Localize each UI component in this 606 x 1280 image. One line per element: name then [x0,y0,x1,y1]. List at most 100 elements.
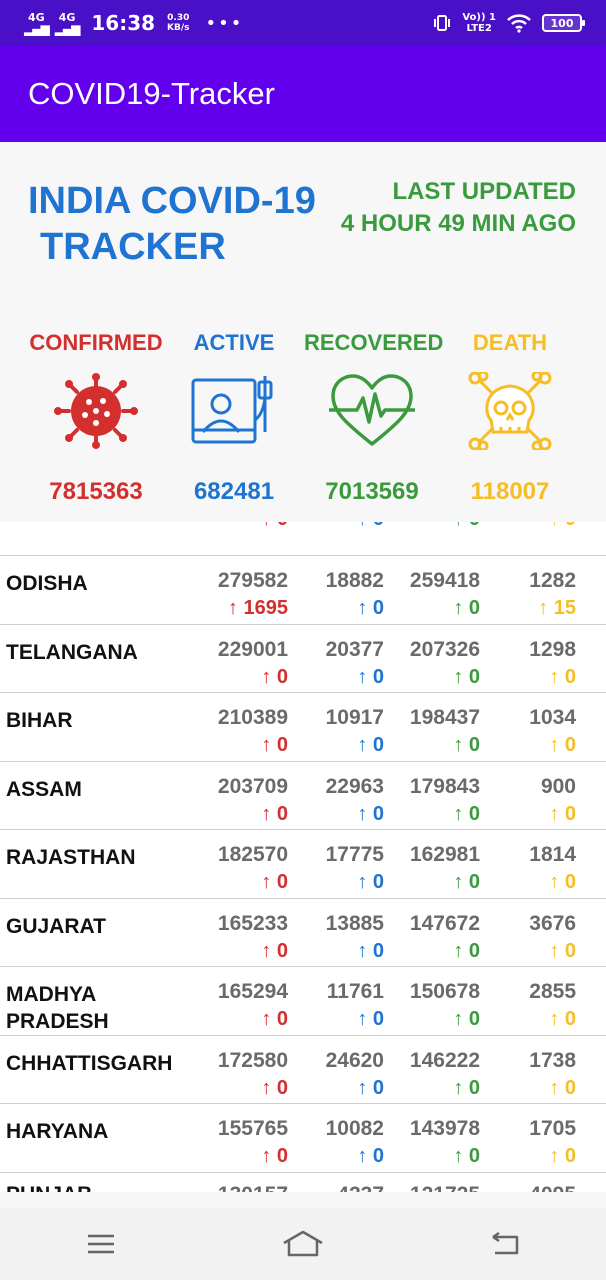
table-row-partial: ↑ 0 ↑ 0 ↑ 0 ↑ 0 [0,522,606,556]
cell-recovered: 207326 [409,637,480,661]
cell-deaths: 1738 [529,1048,576,1072]
state-name: CHHATTISGARH [6,1051,173,1075]
signal-label-1: 4G [28,10,45,24]
table-row[interactable]: ASSAM 203709 ↑ 0 22963 ↑ 0 179843 ↑ 0 900 ↑ 0 [0,762,606,830]
delta-active: ↑ 0 [357,1076,384,1099]
signal-icon-2: 4G ▂▄▆ [54,10,81,36]
cell-active: 18882 [325,569,384,592]
hospital-bed-icon [191,376,273,444]
state-name: BIHAR [6,709,73,732]
delta-active: ↑ 0 [357,522,384,531]
cell-active: 22963 [325,774,384,798]
table-row[interactable]: RAJASTHAN 182570 ↑ 0 17775 ↑ 0 162981 ↑ 0 1814 ↑… [0,830,606,899]
delta-confirmed: ↑ 0 [261,734,288,756]
delta-deaths: ↑ 0 [549,871,576,893]
col-recovered: 259418 ↑ 0 [410,568,480,623]
col-deaths: 1705 ↑ 0 [529,1116,576,1171]
delta-recovered: ↑ 0 [453,802,480,825]
col-recovered: 143978 ↑ 0 [410,1116,480,1171]
menu-icon [88,1234,114,1254]
delta-confirmed: ↑ 0 [261,871,288,893]
state-name: GUJARAT [6,914,106,938]
cell-recovered: 162981 [409,843,480,866]
delta-deaths: ↑ 0 [549,939,576,962]
col-active: 24620 ↑ 0 [326,1048,384,1103]
home-button[interactable] [273,1219,333,1269]
delta-deaths: ↑ 0 [549,1076,576,1099]
delta-active: ↑ 0 [357,665,384,688]
col-active: 20377 ↑ 0 [326,637,384,692]
col-deaths: 2855 ↑ 0 [529,979,576,1034]
stat-death-label: DEATH [472,330,548,355]
cell-confirmed: 165294 [217,980,288,1003]
state-list[interactable]: ↑ 0 ↑ 0 ↑ 0 ↑ 0 ODISHA 279582 ↑ 1695 18882 ↑… [0,522,606,1192]
col-recovered: 207326 ↑ 0 [410,637,480,692]
stat-active-label: ACTIVE [193,330,275,355]
delta-active: ↑ 0 [357,802,384,825]
table-row[interactable]: GUJARAT 165233 ↑ 0 13885 ↑ 0 147672 ↑ 0 3676 ↑ 0 [0,899,606,967]
status-bar: 4G ▂▄▆ 4G ▂▄▆ 16:38 0.30 KB/s ••• Vo)) 1 LTE… [0,0,606,46]
table-row[interactable]: ODISHA 279582 ↑ 1695 18882 ↑ 0 259418 ↑ 0 1282 ↑… [0,556,606,625]
summary-header: INDIA COVID-19 TRACKER LAST UPDATED 4 HO… [0,142,606,522]
cell-recovered: 150678 [409,980,480,1003]
delta-confirmed: ↑ 0 [261,1145,288,1167]
stat-recovered-label: RECOVERED [304,330,444,355]
delta-recovered: ↑ 0 [453,597,480,619]
cell-confirmed: 172580 [217,1048,288,1072]
delta-recovered: ↑ 0 [453,1008,480,1030]
delta-active: ↑ 0 [357,1008,384,1030]
col-active: 18882 ↑ 0 [326,568,384,623]
col-recovered: 147672 ↑ 0 [410,911,480,966]
col-active: 10082 ↑ 0 [326,1116,384,1171]
delta-confirmed: ↑ 0 [261,939,288,962]
delta-active: ↑ 0 [357,1145,384,1167]
cell-confirmed: 279582 [217,569,288,592]
table-row[interactable]: MADHYA PRADESH 165294 ↑ 0 11761 ↑ 0 150678 ↑ 0… [0,967,606,1036]
col-active: 22963 ↑ 0 [326,774,384,829]
cell-deaths: 1705 [529,1117,576,1140]
delta-deaths: ↑ 0 [549,734,576,756]
col-deaths: 1034 ↑ 0 [529,705,576,760]
back-button[interactable] [475,1219,535,1269]
cell-confirmed: 130157 [218,1183,288,1193]
state-name: ODISHA [6,572,88,595]
stat-death-value: 118007 [470,478,550,505]
cell-recovered: 147672 [409,911,480,935]
volte-label: Vo)) 1 [462,12,496,23]
cell-deaths: 1298 [529,637,576,661]
delta-recovered: ↑ 0 [453,665,480,688]
cell-confirmed: 210389 [217,706,288,729]
cell-active: 20377 [325,637,384,661]
cell-deaths: 2855 [529,980,576,1003]
speed-unit: KB/s [167,23,190,33]
cell-active: 24620 [325,1048,384,1072]
delta-deaths: ↑ 0 [549,522,576,531]
col-confirmed: 279582 ↑ 1695 [218,568,288,623]
page-title: INDIA COVID-19 TRACKER [28,178,338,270]
state-name: RAJASTHAN [6,846,136,869]
state-name: TELANGANA [6,640,138,664]
cell-deaths: 1814 [529,843,576,866]
cell-confirmed: 165233 [217,911,288,935]
lte-indicator: Vo)) 1 LTE2 [462,12,496,34]
cell-recovered: 143978 [409,1117,480,1140]
table-row[interactable]: HARYANA 155765 ↑ 0 10082 ↑ 0 143978 ↑ 0 1705 ↑ 0 [0,1104,606,1173]
delta-confirmed: ↑ 0 [261,522,288,531]
table-row[interactable]: CHHATTISGARH 172580 ↑ 0 24620 ↑ 0 146222 ↑ 0 17… [0,1036,606,1104]
delta-recovered: ↑ 0 [453,939,480,962]
speed-value: 0.30 [167,13,190,23]
col-deaths: 1738 ↑ 0 [529,1048,576,1103]
col-confirmed: 172580 ↑ 0 [218,1048,288,1103]
stat-recovered: RECOVERED 7013569 [304,330,444,506]
stat-active: ACTIVE 682481 [186,330,282,506]
app-bar: COVID19-Tracker [0,46,606,142]
battery-icon: 100 [542,14,585,32]
menu-button[interactable] [71,1219,131,1269]
heartbeat-icon [329,374,415,446]
delta-deaths: ↑ 0 [549,802,576,825]
virus-icon [54,373,138,449]
battery-level: 100 [550,16,574,30]
table-row[interactable]: BIHAR 210389 ↑ 0 10917 ↑ 0 198437 ↑ 0 1034 ↑ 0 [0,693,606,762]
table-row[interactable]: TELANGANA 229001 ↑ 0 20377 ↑ 0 207326 ↑ 0 1298 ↑… [0,625,606,693]
skull-icon [468,372,552,450]
